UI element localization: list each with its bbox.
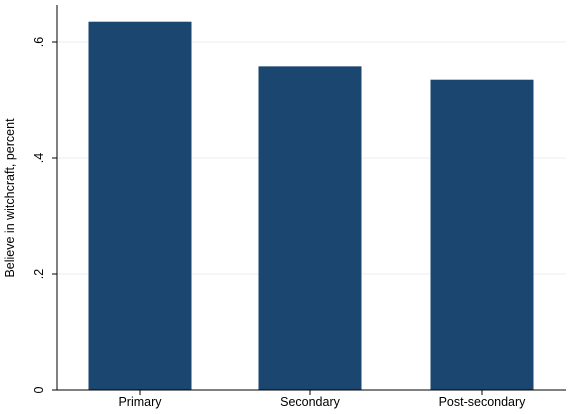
- bar-layer: [88, 21, 534, 391]
- bar-post-secondary: [430, 79, 534, 390]
- x-tick-label: Primary: [118, 395, 162, 409]
- x-tick-label: Secondary: [280, 395, 341, 409]
- y-tick-layer: 0 .2 .4 .6: [32, 37, 57, 393]
- y-tick-label: .6: [32, 37, 46, 47]
- y-tick-label: .2: [32, 269, 46, 279]
- bar-secondary: [258, 66, 362, 391]
- y-tick-label: .4: [32, 153, 46, 163]
- y-tick-label: 0: [32, 386, 46, 393]
- axis-layer: [56, 5, 566, 391]
- x-tick-label: Post-secondary: [439, 395, 527, 409]
- x-tick-layer: Primary Secondary Post-secondary: [118, 390, 526, 409]
- bar-primary: [88, 21, 192, 390]
- y-axis-title: Believe in witchcraft, percent: [3, 118, 17, 278]
